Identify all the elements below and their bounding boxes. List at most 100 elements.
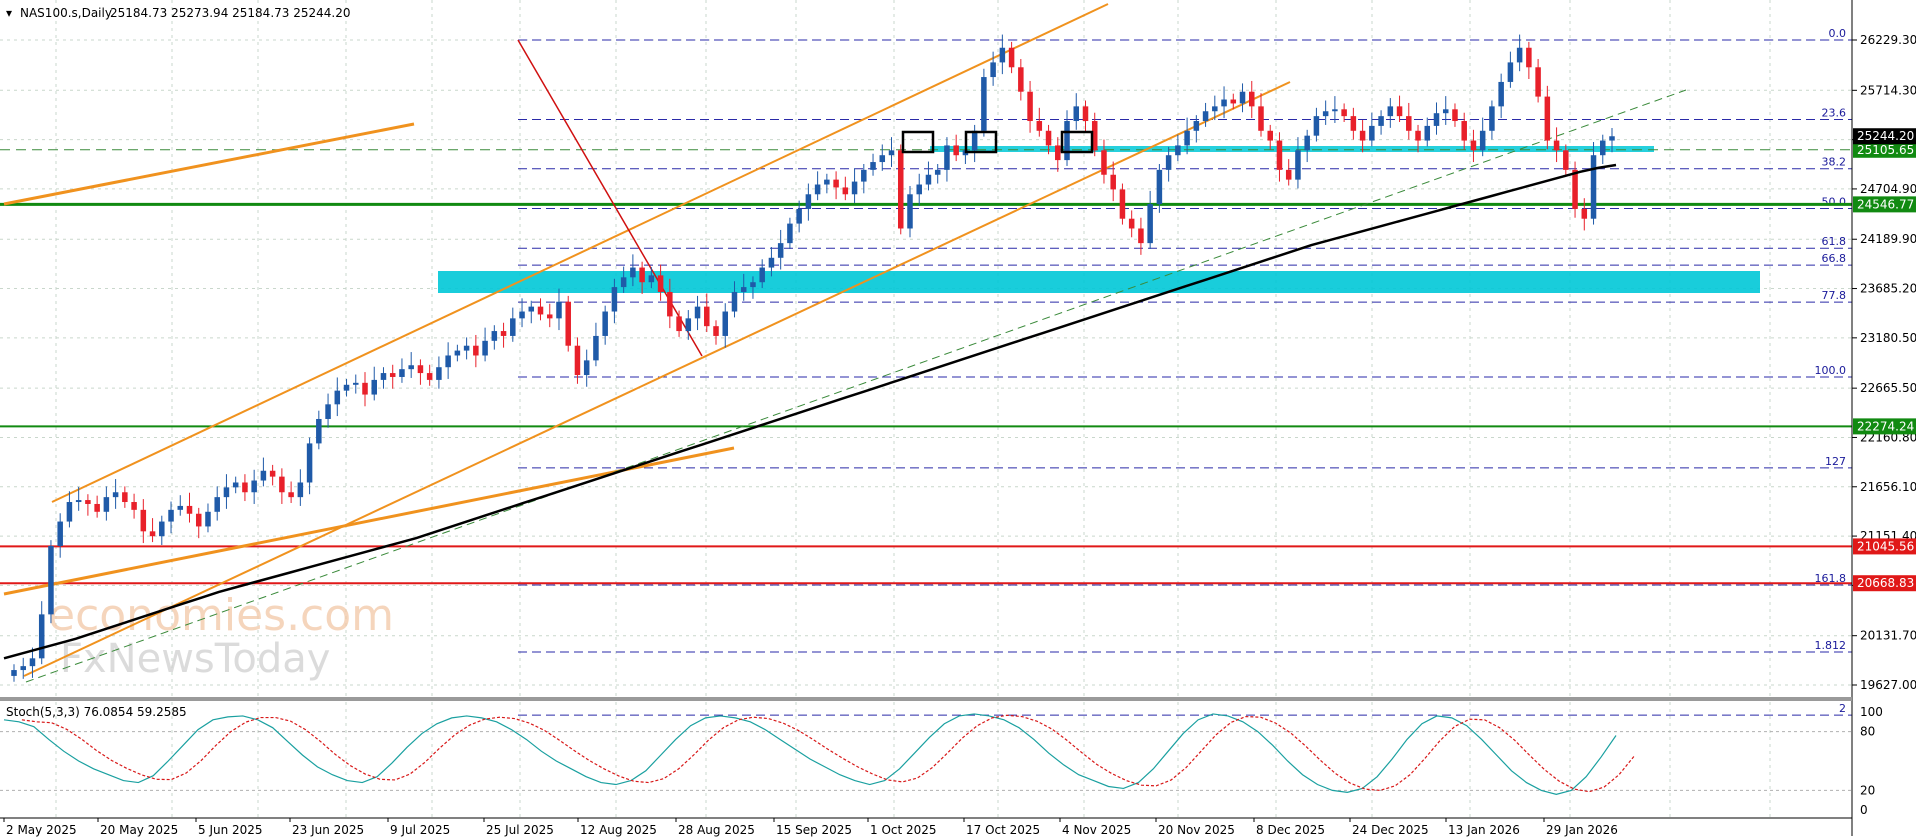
candle-body (805, 194, 812, 209)
y-tick-label: 26229.30 (1860, 33, 1916, 47)
candle-body (602, 311, 608, 336)
fib-label: 66.8 (1822, 252, 1847, 265)
candle-body (297, 482, 304, 498)
symbol-title: NAS100.s,Daily (20, 6, 112, 20)
candle-body (463, 345, 470, 351)
resistance-zone (930, 146, 1654, 152)
candle-body (1212, 106, 1218, 112)
candle-body (389, 373, 396, 377)
candle-body (131, 502, 137, 510)
candle-body (380, 373, 387, 380)
candle-body (38, 614, 45, 659)
candle-body (546, 314, 553, 319)
price-tag-background (1853, 538, 1916, 555)
candle-body (565, 301, 571, 346)
candle-body (1572, 169, 1578, 209)
x-tick-label: 28 Aug 2025 (678, 823, 755, 837)
candle-body (796, 208, 802, 224)
candle-body (1193, 121, 1200, 131)
candle-body (657, 275, 664, 292)
candle-body (1295, 150, 1301, 180)
candle-body (824, 179, 830, 185)
candle-body (1452, 109, 1458, 122)
candle-body (1267, 130, 1273, 141)
x-tick-label: 29 Jan 2026 (1546, 823, 1618, 837)
channel-lower (23, 81, 1291, 677)
candle-body (1415, 130, 1421, 141)
candle-body (482, 340, 488, 356)
candle-body (334, 390, 341, 405)
horizontal-price-levels (0, 149, 1852, 585)
candle-body (288, 492, 294, 498)
stoch-d-line (21, 714, 1635, 793)
candle-body (1359, 130, 1366, 141)
candle-body (925, 174, 932, 185)
candle-body (704, 306, 710, 327)
candle-body (648, 275, 655, 283)
candle-body (1128, 218, 1135, 229)
x-tick-label: 24 Dec 2025 (1352, 823, 1429, 837)
watermark-economies: economies.com (48, 590, 394, 641)
fib-label: 100.0 (1815, 364, 1847, 377)
candle-body (916, 184, 922, 195)
candle-body (214, 497, 220, 512)
price-tag-label: 25105.65 (1857, 143, 1914, 157)
candle-body (740, 287, 747, 292)
candle-body (491, 331, 498, 341)
fibonacci-levels: 0.0 23.6 38.2 50.0 61.8 66.8 77.8 100.0 127 161.8… (518, 27, 1852, 716)
candle-body (1304, 135, 1310, 151)
candle-body (879, 155, 886, 163)
candle-body (168, 509, 174, 522)
candle-body (722, 311, 729, 336)
price-tag-label: 20668.83 (1857, 576, 1914, 590)
candle-body (260, 470, 267, 481)
candle-body (1101, 150, 1107, 175)
candle-body (971, 130, 978, 151)
candle-body (537, 306, 544, 315)
candle-body (1442, 109, 1449, 114)
candle-body (870, 162, 876, 170)
candle-body (1507, 62, 1514, 82)
candle-body (1350, 116, 1357, 131)
expand-triangle-icon[interactable]: ▾ (6, 6, 12, 20)
candle-body (510, 318, 516, 336)
candle-body (1285, 169, 1292, 180)
candle-body (1479, 130, 1486, 151)
stochastic-oscillator: 100 80 20 0 (0, 705, 1883, 817)
candle-body (1313, 116, 1320, 136)
stoch-axis-label: 20 (1860, 783, 1875, 797)
candle-body (1590, 155, 1597, 219)
candle-body (731, 291, 738, 312)
candle-body (20, 666, 26, 671)
candle-body (195, 513, 202, 527)
candle-body (362, 382, 368, 395)
x-tick-label: 2 May 2025 (6, 823, 77, 837)
candle-body (842, 187, 849, 195)
pattern-box (964, 130, 998, 154)
price-tags: 24546.77 22274.24 21045.56 20668.83 25105.65… (1853, 128, 1916, 592)
candle-body (768, 257, 775, 268)
ohlc-values: 25184.73 25273.94 25184.73 25244.20 (110, 6, 350, 20)
supply-demand-zones (438, 146, 1760, 293)
candle-body (371, 379, 377, 395)
pane-separator[interactable] (0, 697, 1852, 701)
candle-body (851, 181, 858, 195)
candle-body (759, 267, 765, 283)
x-tick-label: 15 Sep 2025 (776, 823, 852, 837)
price-tag-background (1853, 196, 1916, 213)
candle-body (1036, 121, 1043, 131)
candle-body (1406, 116, 1412, 131)
fib-label: 2 (1839, 702, 1846, 715)
price-tag-background (1853, 141, 1916, 158)
candle-body (445, 355, 451, 368)
candle-body (528, 306, 535, 312)
fib-label: 0.0 (1829, 27, 1847, 40)
y-tick-label: 20131.70 (1860, 629, 1916, 643)
candle-body (1147, 204, 1153, 244)
candle-body (519, 311, 525, 319)
candle-body (1045, 130, 1052, 146)
candle-body (417, 365, 424, 374)
stoch-k-line (3, 713, 1617, 795)
